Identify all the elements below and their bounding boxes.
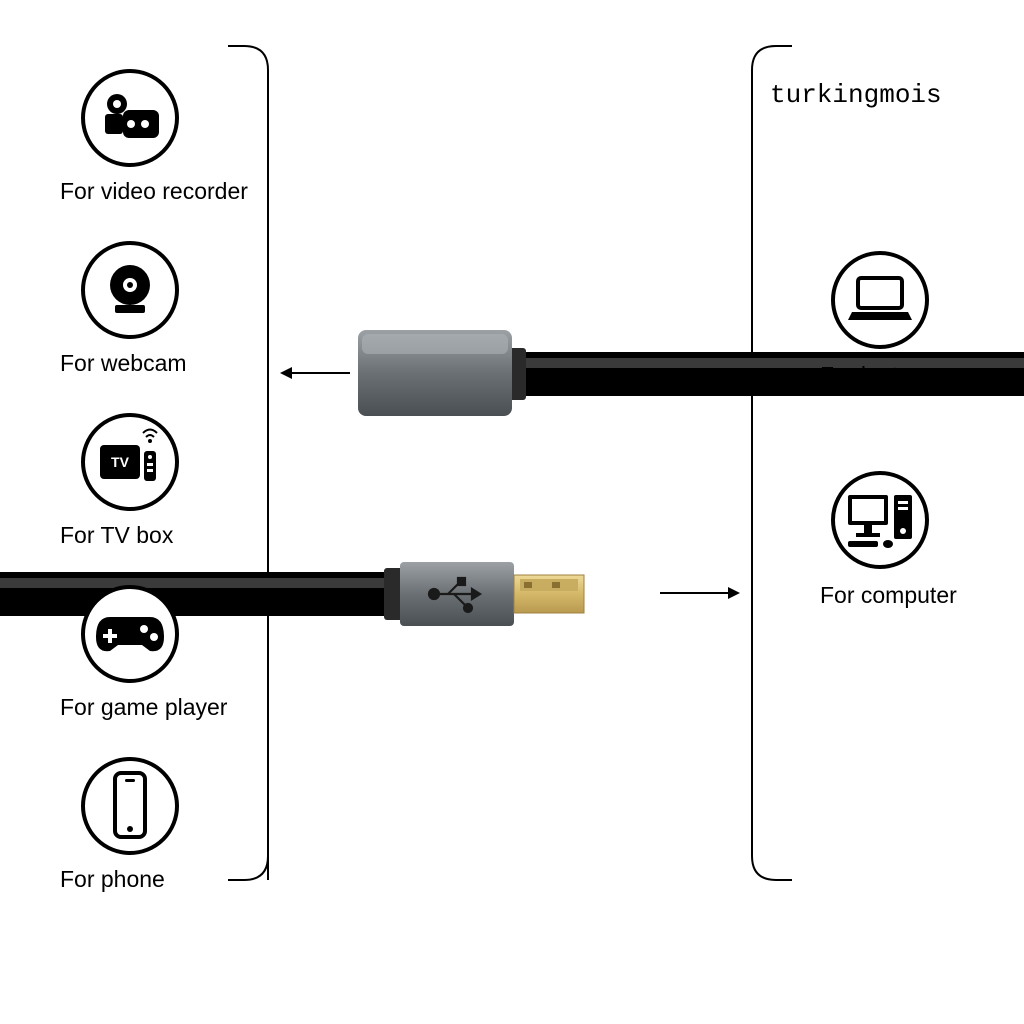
laptop-label: For laptop: [820, 362, 924, 389]
webcam-icon: [81, 241, 179, 339]
phone-icon: [81, 757, 179, 855]
arrow-to-hosts: [660, 592, 730, 594]
tv-box-label: For TV box: [60, 522, 173, 549]
game-player-icon: [81, 585, 179, 683]
arrow-to-sources: [290, 372, 350, 374]
phone-label: For phone: [60, 866, 165, 893]
video-recorder-label: For video recorder: [60, 178, 248, 205]
webcam-label: For webcam: [60, 350, 187, 377]
watermark-text: turkingmois: [770, 80, 942, 110]
svg-text:TV: TV: [111, 454, 130, 470]
adapter-body: [358, 330, 1024, 420]
computer-label: For computer: [820, 582, 957, 609]
diagram-canvas: turkingmois: [0, 0, 1024, 1024]
video-recorder-icon: [81, 69, 179, 167]
game-player-label: For game player: [60, 694, 227, 721]
computer-icon: [831, 471, 929, 569]
right-bracket: [712, 44, 792, 884]
laptop-icon: [831, 251, 929, 349]
tv-box-icon: TV: [81, 413, 179, 511]
left-bracket: [228, 44, 308, 884]
